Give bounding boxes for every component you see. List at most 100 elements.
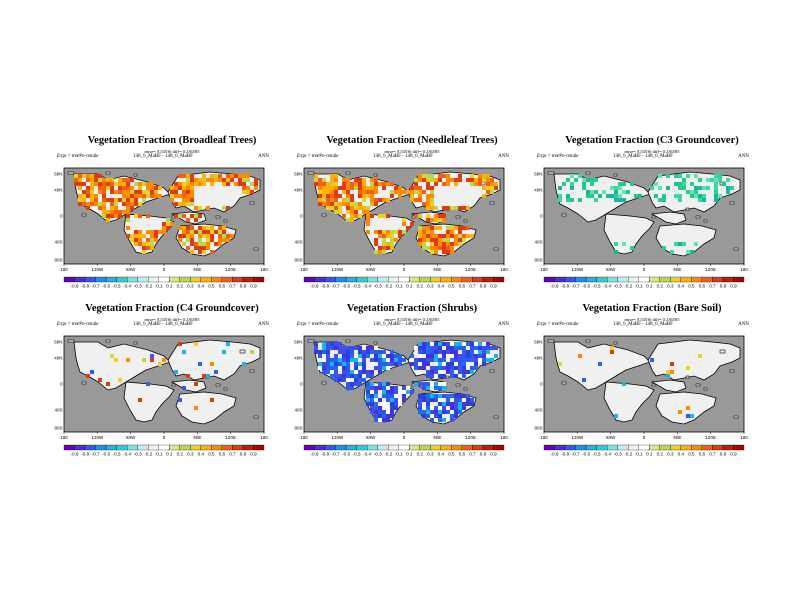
- data-cell: [182, 226, 186, 230]
- data-cell: [698, 178, 702, 182]
- data-cell: [446, 242, 450, 246]
- data-cell: [398, 234, 402, 238]
- data-cell: [450, 406, 454, 410]
- data-cell: [490, 358, 494, 362]
- colorbar-label: 0.8: [720, 284, 727, 289]
- data-cell: [694, 174, 698, 178]
- data-cell: [198, 250, 202, 254]
- data-cell: [370, 178, 374, 182]
- data-cell: [650, 358, 654, 362]
- data-cell: [682, 178, 686, 182]
- colorbar-label: -0.7: [332, 284, 340, 289]
- data-cell: [250, 190, 254, 194]
- colorbar-swatch: [617, 276, 629, 283]
- data-cell: [454, 182, 458, 186]
- colorbar-swatch: [638, 444, 650, 451]
- lat-tick-label: 40S: [294, 408, 302, 413]
- colorbar-swatch: [493, 276, 505, 283]
- data-cell: [346, 190, 350, 194]
- data-cell: [386, 354, 390, 358]
- data-cell: [130, 198, 134, 202]
- colorbar-swatch: [169, 276, 180, 283]
- lon-tick-label: 120E: [465, 267, 476, 272]
- data-cell: [102, 202, 106, 206]
- colorbar-swatch: [221, 444, 233, 451]
- data-cell: [430, 382, 434, 386]
- data-cell: [454, 238, 458, 242]
- data-cell: [474, 182, 478, 186]
- colorbar-swatch: [367, 276, 378, 283]
- colorbar-label: -0.6: [582, 284, 590, 289]
- data-cell: [366, 222, 370, 226]
- data-cell: [346, 218, 350, 222]
- data-cell: [350, 382, 354, 386]
- colorbar-swatch: [670, 444, 681, 451]
- colorbar-label: 0.4: [198, 284, 205, 289]
- lon-tick-label: 120W: [331, 267, 344, 272]
- data-cell: [694, 242, 698, 246]
- data-cell: [702, 194, 706, 198]
- data-cell: [330, 358, 334, 362]
- data-cell: [202, 226, 206, 230]
- data-cell: [318, 202, 322, 206]
- data-cell: [594, 198, 598, 202]
- colorbar-label: 0.6: [699, 452, 706, 457]
- data-cell: [378, 386, 382, 390]
- colorbar-swatch: [345, 276, 357, 283]
- data-cell: [346, 178, 350, 182]
- data-cell: [142, 234, 146, 238]
- data-cell: [450, 246, 454, 250]
- data-cell: [366, 210, 370, 214]
- data-cell: [442, 214, 446, 218]
- data-cell: [82, 190, 86, 194]
- data-cell: [566, 198, 570, 202]
- colorbar-label: -0.9: [71, 452, 79, 457]
- data-cell: [362, 190, 366, 194]
- data-cell: [374, 186, 378, 190]
- data-cell: [242, 174, 246, 178]
- data-cell: [358, 194, 362, 198]
- lon-tick-label: 60E: [673, 267, 681, 272]
- data-cell: [350, 194, 354, 198]
- data-cell: [482, 354, 486, 358]
- data-cell: [334, 202, 338, 206]
- data-cell: [582, 178, 586, 182]
- data-cell: [386, 198, 390, 202]
- data-cell: [342, 378, 346, 382]
- colorbar-label: 0.3: [427, 452, 434, 457]
- data-cell: [622, 382, 626, 386]
- data-cell: [198, 214, 202, 218]
- data-cell: [494, 346, 498, 350]
- lon-tick-label: 180: [740, 267, 748, 272]
- data-cell: [130, 194, 134, 198]
- data-cell: [714, 186, 718, 190]
- data-cell: [426, 402, 430, 406]
- data-cell: [370, 382, 374, 386]
- data-cell: [110, 198, 114, 202]
- data-cell: [394, 238, 398, 242]
- data-cell: [370, 370, 374, 374]
- data-cell: [146, 186, 150, 190]
- data-cell: [154, 238, 158, 242]
- data-cell: [478, 178, 482, 182]
- lon-tick-label: 60E: [673, 435, 681, 440]
- data-cell: [394, 362, 398, 366]
- data-cell: [430, 370, 434, 374]
- data-cell: [222, 234, 226, 238]
- data-cell: [362, 378, 366, 382]
- lat-tick-label: 40N: [534, 356, 542, 361]
- data-cell: [106, 214, 110, 218]
- data-cell: [458, 238, 462, 242]
- data-cell: [686, 250, 690, 254]
- data-cell: [334, 190, 338, 194]
- lon-tick-label: 180: [300, 267, 308, 272]
- colorbar-swatch: [398, 444, 410, 451]
- data-cell: [114, 214, 118, 218]
- island: [133, 173, 138, 177]
- data-cell: [666, 374, 670, 378]
- colorbar-label: -0.8: [561, 452, 569, 457]
- panel-title: Vegetation Fraction (Bare Soil): [582, 303, 722, 314]
- data-cell: [466, 398, 470, 402]
- data-cell: [114, 358, 118, 362]
